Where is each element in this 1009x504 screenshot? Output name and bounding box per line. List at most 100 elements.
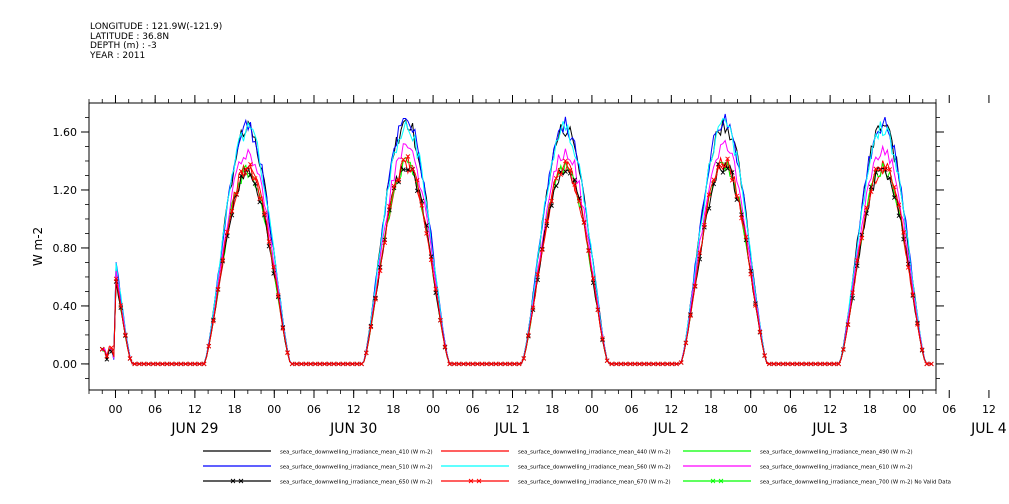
series-marker-7 <box>748 271 754 277</box>
series-marker-7 <box>739 215 744 221</box>
legend-marker-6 <box>230 478 236 484</box>
series-marker-7 <box>530 305 536 310</box>
x-hour-label: 06 <box>307 403 321 416</box>
series-marker-7 <box>109 345 114 350</box>
series-marker-7 <box>581 220 587 225</box>
series-marker-7 <box>799 361 804 367</box>
series-marker-7 <box>433 286 439 292</box>
series-marker-7 <box>734 193 740 199</box>
series-marker-6 <box>387 207 392 213</box>
series-marker-7 <box>493 361 499 367</box>
series-marker-7 <box>757 329 763 335</box>
series-marker-7 <box>507 361 513 367</box>
series-marker-7 <box>859 235 865 241</box>
x-hour-label: 06 <box>783 403 797 416</box>
series-marker-7 <box>743 234 749 240</box>
legend-label-2: sea_surface_downwelling_irradiance_mean_… <box>760 450 913 456</box>
x-hour-label: 18 <box>704 403 718 416</box>
series-marker-7 <box>178 361 184 367</box>
y-axis-label: W m-2 <box>31 227 45 266</box>
series-marker-7 <box>438 317 443 323</box>
series-marker-7 <box>211 318 216 324</box>
series-marker-7 <box>762 353 767 358</box>
series-marker-7 <box>771 361 777 367</box>
series-marker-7 <box>753 303 758 308</box>
series-marker-7 <box>340 361 346 367</box>
x-hour-label: 00 <box>108 403 122 416</box>
series-marker-7 <box>766 361 772 367</box>
series-marker-7 <box>113 276 119 282</box>
series-marker-7 <box>169 361 175 367</box>
series-marker-7 <box>790 361 795 367</box>
series-marker-7 <box>160 361 165 367</box>
x-date-label: JUN 29 <box>170 421 218 437</box>
series-marker-7 <box>674 361 679 367</box>
series-marker-7 <box>725 156 730 162</box>
x-hour-label: 18 <box>863 403 877 416</box>
series-marker-6 <box>854 263 860 269</box>
series-marker-7 <box>317 361 323 367</box>
x-date-label: JUL 3 <box>811 421 848 437</box>
legend-label-0: sea_surface_downwelling_irradiance_mean_… <box>280 450 433 456</box>
series-line-2 <box>102 156 932 365</box>
series-marker-7 <box>266 239 272 244</box>
series-marker-7 <box>887 167 892 172</box>
x-hour-label: 06 <box>466 403 480 416</box>
series-marker-7 <box>785 361 791 367</box>
x-hour-label: 12 <box>347 403 361 416</box>
series-marker-6 <box>400 167 406 173</box>
series-marker-7 <box>919 347 925 353</box>
series-marker-7 <box>192 361 198 367</box>
header-longitude: LONGITUDE : 121.9W(-121.9) <box>90 22 223 32</box>
legend-marker-7 <box>468 478 474 484</box>
series-marker-7 <box>201 361 207 367</box>
series-marker-7 <box>600 336 605 341</box>
series-marker-7 <box>489 361 494 367</box>
series-marker-7 <box>136 361 142 367</box>
legend-label-7: sea_surface_downwelling_irradiance_mean_… <box>518 480 671 486</box>
series-marker-7 <box>915 322 920 327</box>
series-marker-7 <box>419 203 425 208</box>
series-marker-7 <box>627 361 633 367</box>
series-marker-7 <box>549 198 554 204</box>
header-depth: DEPTH (m) : -3 <box>90 41 157 51</box>
legend-marker-7 <box>476 478 482 484</box>
series-marker-7 <box>451 361 457 367</box>
series-marker-7 <box>289 361 295 367</box>
series-marker-7 <box>702 222 707 228</box>
header-year: YEAR : 2011 <box>90 50 146 61</box>
legend-label-8: sea_surface_downwelling_irradiance_mean_… <box>760 480 951 486</box>
series-marker-7 <box>285 350 290 356</box>
series-marker-7 <box>294 361 300 367</box>
series-marker-7 <box>479 361 485 367</box>
x-hour-label: 00 <box>744 403 758 416</box>
series-marker-7 <box>637 361 642 367</box>
series-marker-7 <box>729 177 735 183</box>
series-marker-7 <box>132 361 137 367</box>
header-latitude: LATITUDE : 36.8N <box>90 31 170 42</box>
series-marker-7 <box>706 192 712 198</box>
series-marker-7 <box>275 293 281 298</box>
series-marker-7 <box>854 257 860 263</box>
series-marker-7 <box>141 361 147 367</box>
series-marker-7 <box>822 361 828 367</box>
series-marker-7 <box>665 361 670 367</box>
x-hour-label: 12 <box>506 403 520 416</box>
plot-frame <box>88 102 937 391</box>
x-hour-label: 18 <box>228 403 242 416</box>
series-marker-6 <box>572 177 578 183</box>
series-marker-7 <box>99 347 105 352</box>
series-marker-7 <box>396 177 402 183</box>
series-marker-7 <box>868 189 874 194</box>
series-marker-7 <box>150 361 156 367</box>
y-tick-label: 0.40 <box>53 300 78 313</box>
series-marker-7 <box>312 361 318 367</box>
series-marker-7 <box>678 360 684 365</box>
legend-marker-8 <box>718 478 724 484</box>
series-line-5 <box>101 139 932 365</box>
series-marker-7 <box>590 276 596 281</box>
x-hour-label: 00 <box>426 403 440 416</box>
series-marker-7 <box>924 361 930 367</box>
series-marker-7 <box>234 191 239 197</box>
